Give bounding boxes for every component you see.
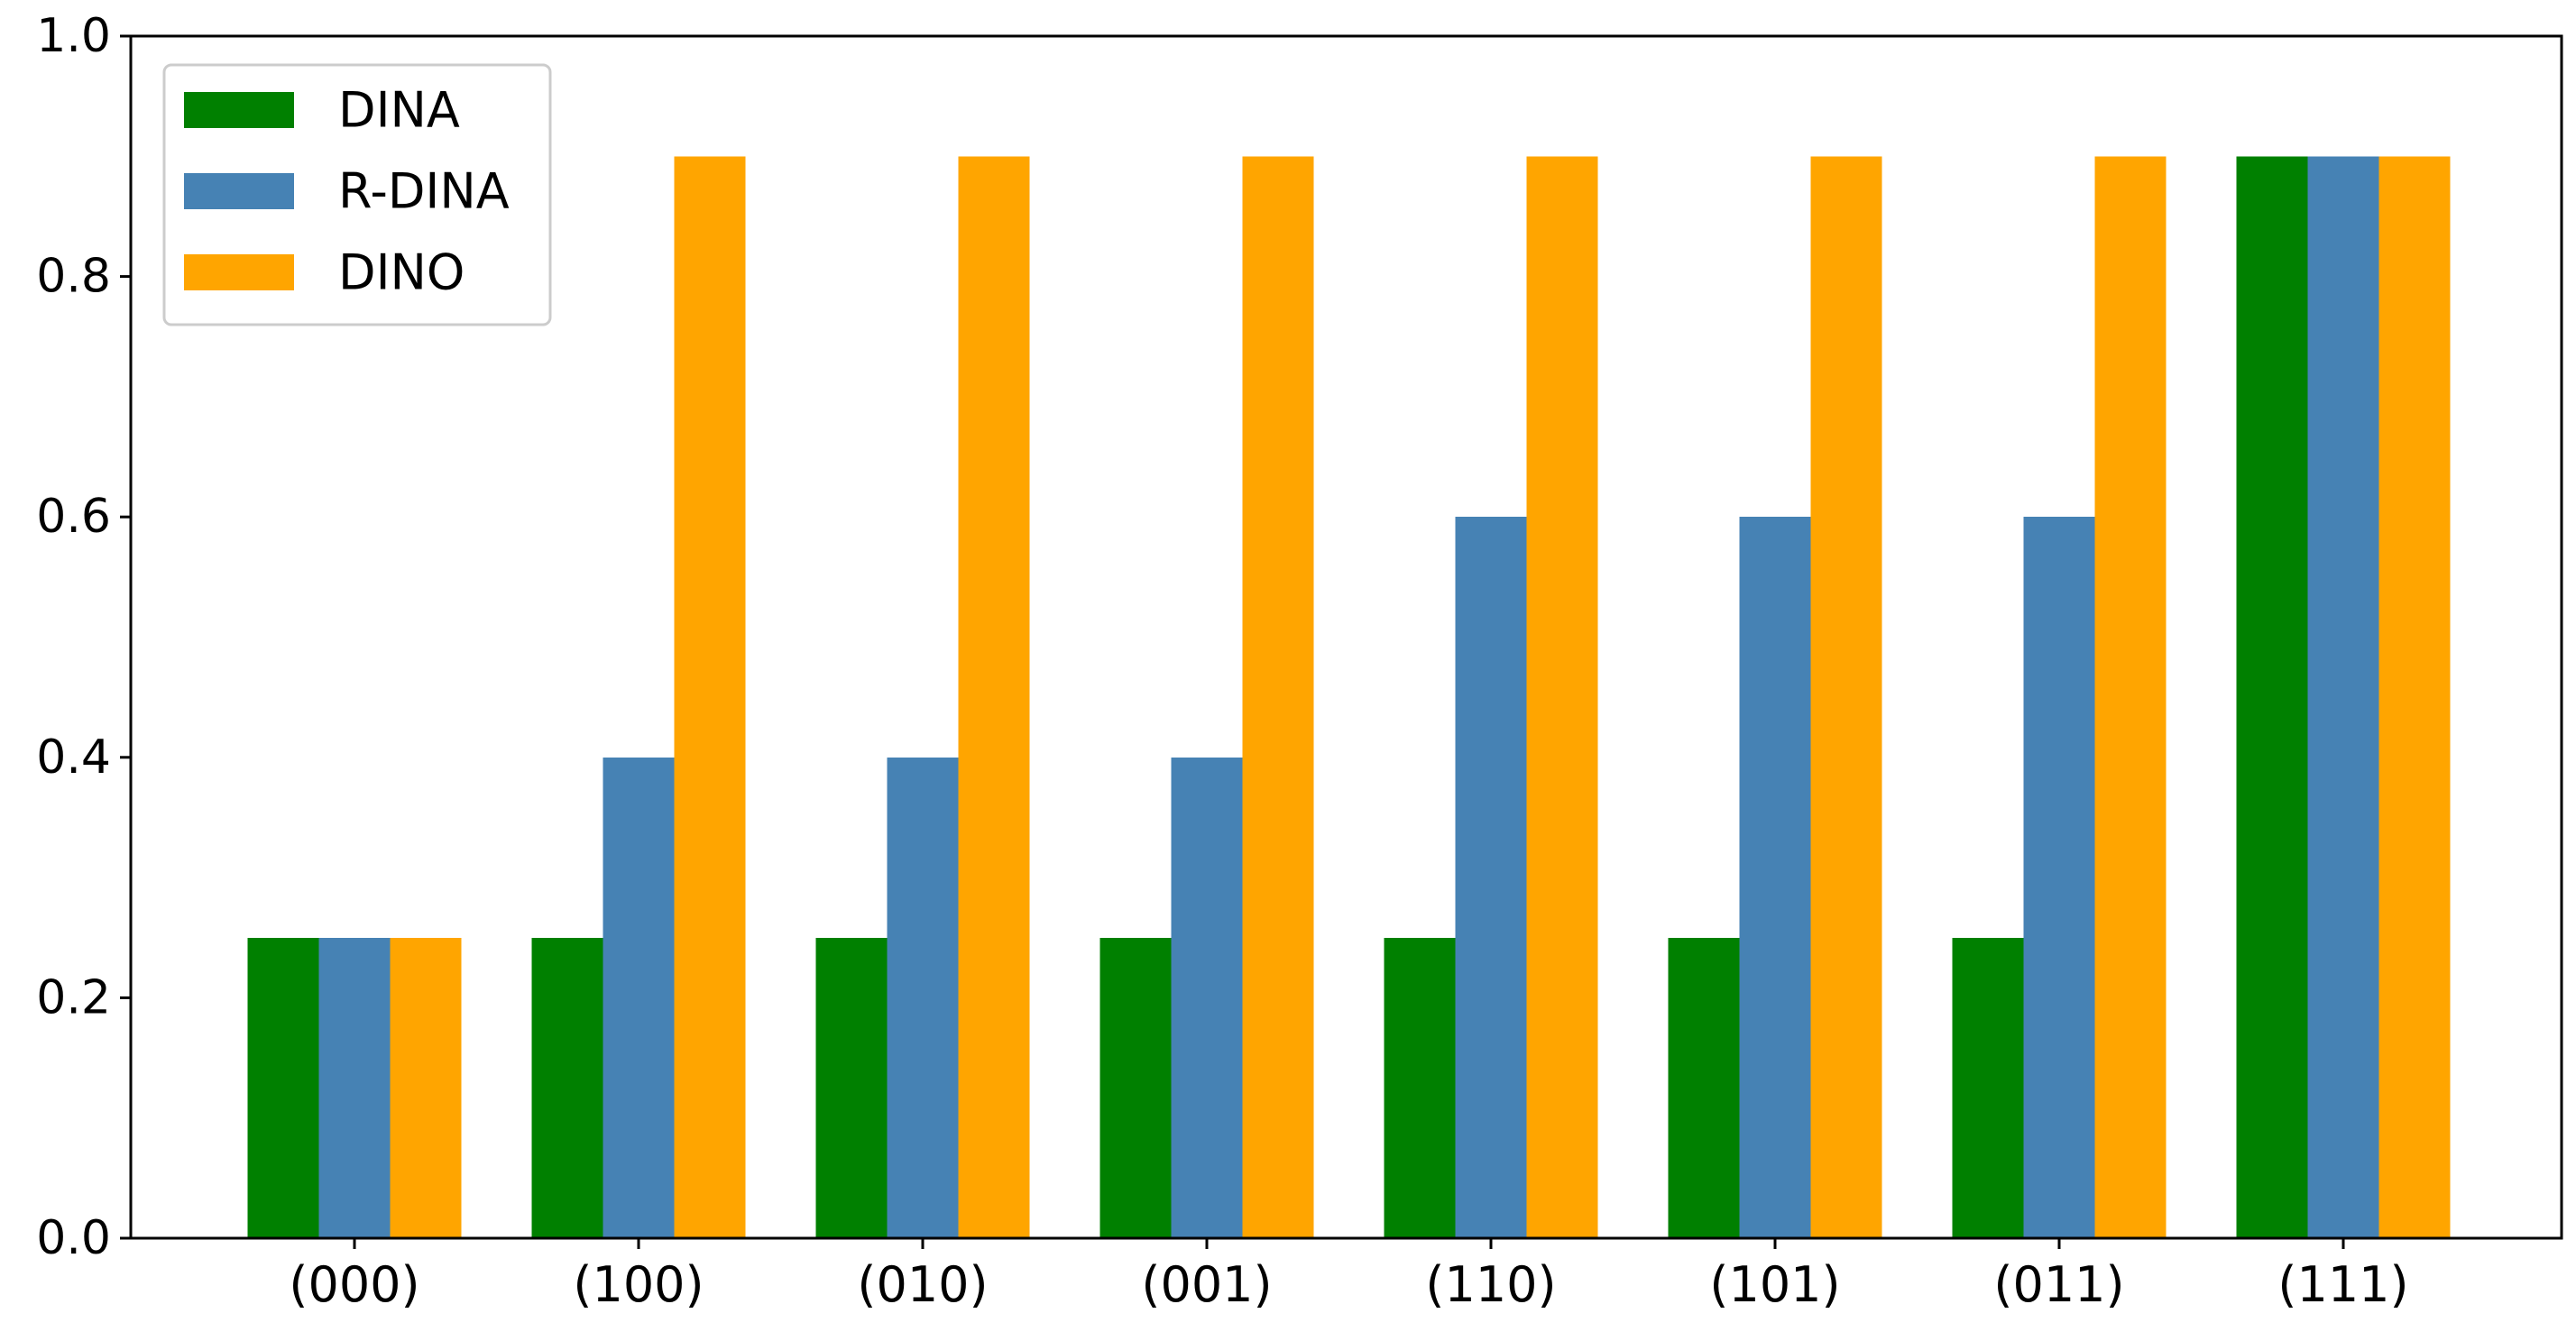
x-tick-label: (001) <box>1141 1256 1272 1313</box>
x-tick-label: (110) <box>1425 1256 1556 1313</box>
x-tick-label: (000) <box>289 1256 419 1313</box>
bar-dina-6 <box>1952 937 2024 1238</box>
bar-r-dina-5 <box>1739 517 1811 1238</box>
bar-dina-1 <box>531 937 603 1238</box>
axes-layer: 0.0 0.2 0.4 0.6 0.8 1.0 (000) (100) (010) (001) (1… <box>36 9 2563 1313</box>
bar-dino-3 <box>1242 156 1314 1238</box>
bar-dina-0 <box>247 937 319 1238</box>
y-tick-label: 0.2 <box>36 970 111 1024</box>
bar-dina-3 <box>1099 937 1172 1238</box>
bar-r-dina-0 <box>318 937 391 1238</box>
bars-layer <box>247 156 2451 1238</box>
bar-r-dina-4 <box>1455 517 1527 1238</box>
x-tick-label: (010) <box>857 1256 988 1313</box>
bar-dino-4 <box>1526 156 1598 1238</box>
bar-dina-7 <box>2236 156 2308 1238</box>
bar-dino-5 <box>1810 156 1882 1238</box>
legend-swatch-dina <box>184 92 294 128</box>
y-tick-label: 0.6 <box>36 490 111 544</box>
y-tick-label: 1.0 <box>36 9 111 63</box>
bar-dino-6 <box>2094 156 2167 1238</box>
y-tick-label: 0.0 <box>36 1211 111 1265</box>
bar-dina-4 <box>1384 937 1456 1238</box>
bar-dino-1 <box>674 156 746 1238</box>
x-tick-label: (100) <box>573 1256 704 1313</box>
bar-dino-7 <box>2378 156 2451 1238</box>
x-tick-label: (111) <box>2277 1256 2408 1313</box>
bar-r-dina-7 <box>2307 156 2379 1238</box>
legend-label: DINA <box>338 82 460 139</box>
bar-r-dina-1 <box>603 757 675 1238</box>
x-tick-label: (011) <box>1993 1256 2124 1313</box>
bar-r-dina-3 <box>1171 757 1243 1238</box>
plot-frame <box>129 34 2563 1240</box>
bar-dina-5 <box>1668 937 1740 1238</box>
legend-label: R-DINA <box>338 163 510 220</box>
legend-swatch-dino <box>184 254 294 290</box>
bar-dino-0 <box>390 937 462 1238</box>
bar-dina-2 <box>815 937 888 1238</box>
legend-label: DINO <box>338 244 465 301</box>
bar-dino-2 <box>958 156 1030 1238</box>
bar-r-dina-2 <box>887 757 959 1238</box>
x-tick-label: (101) <box>1709 1256 1840 1313</box>
bar-r-dina-6 <box>2023 517 2095 1238</box>
legend: DINA R-DINA DINO <box>162 63 552 326</box>
y-tick-label: 0.4 <box>36 730 111 785</box>
legend-swatch-r-dina <box>184 173 294 209</box>
y-tick-label: 0.8 <box>36 250 111 304</box>
